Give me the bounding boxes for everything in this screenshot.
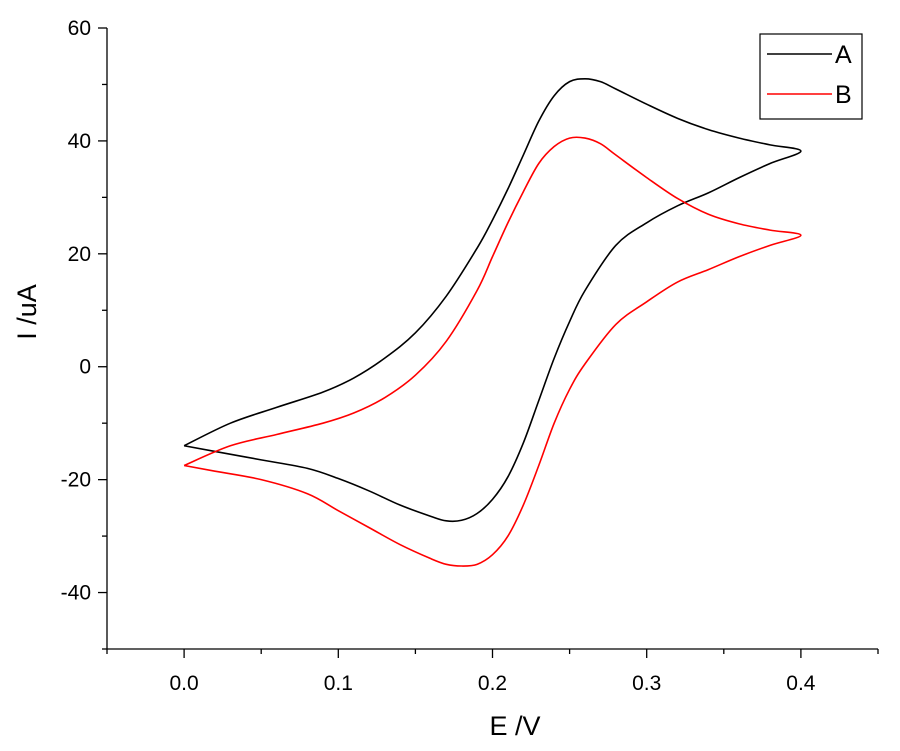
legend-box [759, 33, 863, 120]
y-tick-label: -20 [61, 469, 91, 492]
y-axis-title: I /uA [12, 284, 42, 340]
y-tick-label: 40 [68, 130, 91, 153]
series-line-a [183, 78, 802, 523]
legend: AB [759, 33, 863, 120]
legend-label-a: A [835, 41, 852, 69]
y-tick-label: 20 [68, 243, 91, 266]
x-tick-label: 0.2 [478, 672, 507, 695]
y-tick-label: 0 [79, 356, 91, 379]
x-tick-label: 0.1 [324, 672, 353, 695]
y-tick-label: 60 [68, 17, 91, 40]
axes: 0.0 0.1 0.2 0.3 0.4 -40 -20 0 20 40 60 [61, 17, 879, 695]
series-group [183, 78, 802, 567]
series-line-b [183, 136, 802, 567]
x-tick-label: 0.4 [786, 672, 816, 695]
x-axis-title: E /V [489, 711, 540, 741]
y-tick-label: -40 [61, 582, 91, 605]
x-tick-label: 0.0 [169, 672, 198, 695]
legend-label-b: B [835, 81, 852, 109]
x-tick-label: 0.3 [632, 672, 661, 695]
